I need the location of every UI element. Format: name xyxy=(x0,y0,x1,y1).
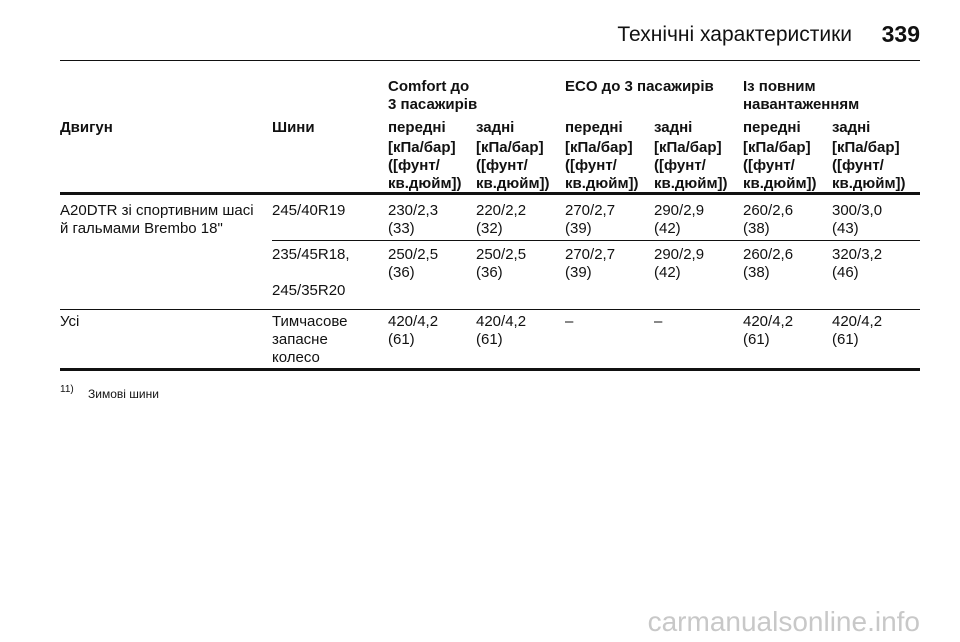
unit-header: [кПа/бар] ([фунт/ кв.дюйм]) xyxy=(654,139,728,192)
column-header: задні xyxy=(476,119,515,136)
column-header: передні xyxy=(743,119,801,136)
row-rule xyxy=(60,309,920,310)
table-cell: – xyxy=(565,313,574,330)
table-cell: 245/40R19 xyxy=(272,202,346,219)
column-header: передні xyxy=(565,119,623,136)
unit-header: [кПа/бар] ([фунт/ кв.дюйм]) xyxy=(476,139,550,192)
table-cell: 235/45R18, 245/35R20 xyxy=(272,246,350,299)
group-header: ECO до 3 пасажирів xyxy=(565,78,714,95)
table-cell: 320/3,2 (46) xyxy=(832,246,883,281)
table-cell: 420/4,2 (61) xyxy=(388,313,439,348)
column-header: Двигун xyxy=(60,119,113,136)
table-cell: 300/3,0 (43) xyxy=(832,202,883,237)
table-cell: 250/2,5 (36) xyxy=(476,246,527,281)
watermark: carmanualsonline.info xyxy=(647,606,920,637)
unit-header: [кПа/бар] ([фунт/ кв.дюйм]) xyxy=(832,139,906,192)
column-header: Шини xyxy=(272,119,315,136)
unit-header: [кПа/бар] ([фунт/ кв.дюйм]) xyxy=(565,139,639,192)
table-cell: 290/2,9 (42) xyxy=(654,246,705,281)
footnote-text: Зимові шини xyxy=(88,387,159,401)
header-rule xyxy=(60,60,920,61)
table-cell: 250/2,5 (36) xyxy=(388,246,439,281)
table-cell: Тимчасове запасне колесо xyxy=(272,313,348,366)
table-cell: 270/2,7 (39) xyxy=(565,202,616,237)
table-cell: – xyxy=(654,313,663,330)
table-cell: 260/2,6 (38) xyxy=(743,246,794,281)
column-header: передні xyxy=(388,119,446,136)
table-cell: 260/2,6 (38) xyxy=(743,202,794,237)
table-cell: 270/2,7 (39) xyxy=(565,246,616,281)
page-title: Технічні характеристики xyxy=(617,23,852,46)
unit-header: [кПа/бар] ([фунт/ кв.дюйм]) xyxy=(388,139,462,192)
table-rule xyxy=(60,368,920,371)
table-cell: 290/2,9 (42) xyxy=(654,202,705,237)
table-cell: 230/2,3 (33) xyxy=(388,202,439,237)
table-cell: 420/4,2 (61) xyxy=(743,313,794,348)
column-header: задні xyxy=(832,119,871,136)
table-cell: Усі xyxy=(60,313,80,330)
row-rule xyxy=(272,240,920,241)
group-header: Comfort до 3 пасажирів xyxy=(388,78,478,113)
table-rule xyxy=(60,192,920,195)
unit-header: [кПа/бар] ([фунт/ кв.дюйм]) xyxy=(743,139,817,192)
table-cell: 220/2,2 (32) xyxy=(476,202,527,237)
table-cell: 420/4,2 (61) xyxy=(476,313,527,348)
table-cell: A20DTR зі спортивним шасі й гальмами Bre… xyxy=(60,202,254,237)
table-cell: 420/4,2 (61) xyxy=(832,313,883,348)
column-header: задні xyxy=(654,119,693,136)
page-number: 339 xyxy=(881,21,920,47)
footnote-marker: 11) xyxy=(60,384,74,395)
group-header: Із повним навантаженням xyxy=(743,78,860,113)
